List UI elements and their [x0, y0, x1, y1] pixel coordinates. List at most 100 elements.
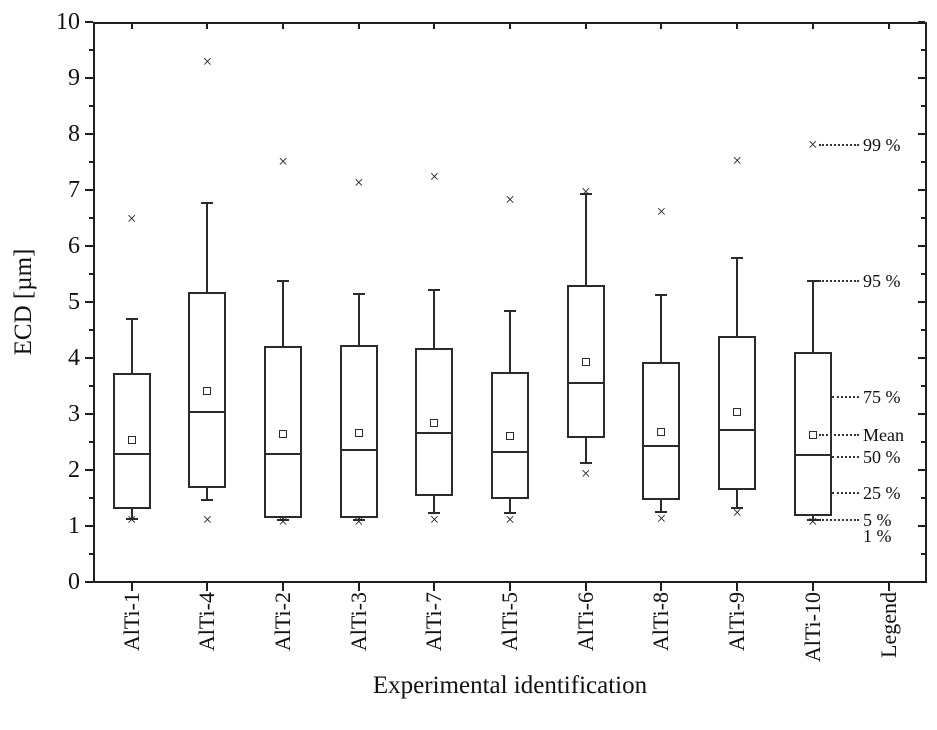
outlier-1pct-alti-8: × [656, 509, 667, 529]
lower-whisker-cap-alti-1 [125, 518, 138, 521]
outlier-1pct-alti-5: × [505, 510, 515, 530]
x-bottom-tick [584, 583, 587, 591]
x-axis-title: Experimental identification [372, 672, 648, 699]
mean-marker-alti-8 [657, 427, 666, 436]
y-tick-label: 10 [56, 9, 80, 35]
y-minor-tick-right [921, 385, 925, 387]
median-line-alti-9 [718, 429, 757, 432]
y-minor-tick [89, 217, 93, 219]
y-tick-label: 9 [68, 65, 80, 91]
y-major-tick-right [918, 21, 925, 23]
y-major-tick-right [918, 413, 925, 415]
lower-whisker-alti-6 [584, 437, 587, 464]
x-bottom-tick [887, 583, 890, 591]
y-axis-title: ECD [µm] [10, 248, 37, 356]
y-minor-tick [89, 273, 93, 275]
x-top-tick [130, 24, 133, 29]
x-tick-label-alti-4: AlTi-4 [194, 592, 220, 652]
upper-whisker-alti-8 [660, 295, 663, 363]
legend-leader-line [818, 434, 859, 437]
y-major-tick-right [918, 245, 925, 247]
y-major-tick [85, 581, 93, 583]
x-bottom-tick [130, 583, 133, 591]
y-tick-label: 1 [68, 513, 80, 539]
outlier-1pct-alti-9: × [732, 502, 742, 522]
outlier-99pct-alti-3: × [353, 172, 364, 192]
lower-whisker-cap-alti-3 [352, 518, 365, 521]
y-minor-tick [89, 161, 93, 163]
outlier-1pct-alti-2: × [278, 511, 288, 531]
median-line-alti-2 [264, 453, 303, 456]
lower-whisker-cap-alti-9 [731, 507, 744, 510]
outlier-1pct-alti-6: × [580, 464, 591, 484]
y-minor-tick [89, 553, 93, 555]
y-major-tick [85, 189, 93, 191]
y-major-tick [85, 413, 93, 415]
y-major-tick [85, 245, 93, 247]
upper-whisker-cap-alti-5 [504, 309, 517, 312]
outlier-1pct-alti-10: × [808, 511, 818, 531]
outlier-99pct-alti-10: × [808, 135, 818, 155]
x-tick-label-alti-6: AlTi-6 [572, 592, 598, 652]
y-minor-tick-right [921, 441, 925, 443]
y-minor-tick [89, 385, 93, 387]
median-line-alti-4 [188, 411, 227, 414]
y-minor-tick [89, 49, 93, 51]
upper-whisker-alti-7 [433, 290, 436, 349]
median-line-alti-8 [642, 445, 681, 448]
y-major-tick-right [918, 357, 925, 359]
median-line-alti-7 [415, 432, 454, 435]
x-top-tick [206, 24, 209, 29]
y-minor-tick-right [921, 105, 925, 107]
outlier-1pct-alti-3: × [353, 511, 364, 531]
lower-whisker-cap-alti-7 [428, 511, 441, 514]
mean-marker-alti-4 [203, 387, 212, 396]
x-top-tick [357, 24, 360, 29]
upper-whisker-cap-alti-10 [806, 280, 819, 283]
upper-whisker-cap-alti-3 [352, 292, 365, 295]
outlier-99pct-alti-9: × [732, 151, 742, 171]
upper-whisker-cap-alti-8 [655, 294, 668, 297]
x-bottom-tick [357, 583, 360, 591]
y-major-tick-right [918, 301, 925, 303]
median-line-alti-5 [491, 450, 530, 453]
x-tick-label-alti-2: AlTi-2 [270, 592, 296, 652]
x-bottom-tick [660, 583, 663, 591]
y-tick-label: 2 [68, 457, 80, 483]
x-tick-label-alti-7: AlTi-7 [421, 592, 447, 652]
y-minor-tick [89, 105, 93, 107]
outlier-99pct-alti-5: × [505, 190, 515, 210]
x-top-tick [282, 24, 285, 29]
legend-leader-line [831, 396, 859, 399]
legend-label-5: 5 % [863, 510, 892, 531]
y-major-tick [85, 469, 93, 471]
mean-marker-alti-3 [354, 429, 363, 438]
mean-marker-alti-1 [127, 435, 136, 444]
x-top-tick [584, 24, 587, 29]
y-major-tick-right [918, 189, 925, 191]
mean-marker-alti-9 [733, 407, 742, 416]
legend-label-95: 95 % [863, 271, 901, 292]
upper-whisker-alti-1 [130, 318, 133, 374]
legend-label-75: 75 % [863, 387, 901, 408]
lower-whisker-cap-alti-6 [579, 462, 592, 465]
x-top-tick [736, 24, 739, 29]
lower-whisker-cap-alti-10 [806, 519, 819, 522]
y-major-tick-right [918, 133, 925, 135]
x-top-tick [660, 24, 663, 29]
y-minor-tick [89, 329, 93, 331]
upper-whisker-alti-3 [357, 293, 360, 345]
lower-whisker-alti-8 [660, 500, 663, 512]
x-tick-label-alti-3: AlTi-3 [345, 592, 371, 652]
x-bottom-tick [206, 583, 209, 591]
mean-marker-alti-5 [506, 432, 515, 441]
y-major-tick [85, 525, 93, 527]
x-tick-label-alti-1: AlTi-1 [118, 592, 144, 652]
upper-whisker-alti-10 [811, 281, 814, 353]
upper-whisker-cap-alti-1 [125, 317, 138, 320]
legend-label-99: 99 % [863, 135, 901, 156]
mean-marker-alti-2 [279, 429, 288, 438]
lower-whisker-cap-alti-5 [504, 512, 517, 515]
y-major-tick [85, 301, 93, 303]
y-minor-tick-right [921, 161, 925, 163]
